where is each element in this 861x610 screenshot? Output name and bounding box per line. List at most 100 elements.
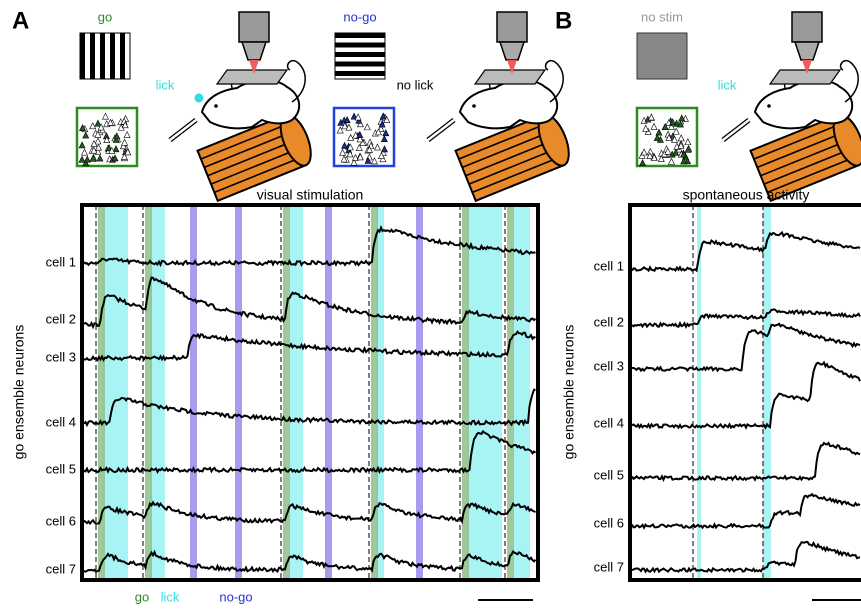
neuron: [113, 132, 121, 140]
cell-label: cell 3: [594, 358, 624, 373]
lick-band: [150, 207, 165, 578]
trace: [84, 330, 536, 362]
neuron: [346, 150, 354, 158]
plot-frame: [80, 203, 540, 582]
neuron: [653, 133, 661, 141]
no-go-band: [235, 207, 242, 578]
neuron: [350, 158, 358, 166]
cell-label: cell 2: [46, 311, 76, 326]
trace: [632, 360, 861, 430]
neuron: [101, 112, 109, 120]
go-band: [145, 207, 152, 578]
neuron: [657, 155, 665, 162]
lick-band: [513, 207, 530, 578]
cell-label: cell 4: [46, 414, 76, 429]
cell-label: cell 5: [46, 461, 76, 476]
stripe: [335, 61, 385, 67]
no-lick-label: no lick: [397, 77, 434, 92]
neuron: [103, 136, 111, 144]
neuron: [370, 157, 378, 165]
neuron: [346, 143, 354, 151]
neuron: [380, 145, 388, 153]
neuron-field: [75, 106, 139, 168]
neuron: [680, 150, 688, 158]
go-label: go: [98, 9, 112, 24]
cell-label: cell 1: [46, 254, 76, 269]
neuron: [379, 112, 387, 120]
neuron: [380, 134, 388, 142]
trace: [632, 308, 861, 329]
lick-band: [103, 207, 128, 578]
neuron-field: [332, 106, 396, 168]
neuron: [90, 139, 98, 147]
neuron: [685, 144, 693, 152]
cell-label: cell 6: [46, 513, 76, 528]
neuron: [383, 115, 391, 123]
neuron: [677, 141, 685, 149]
no-go-band: [416, 207, 423, 578]
neuron: [667, 157, 675, 165]
no-go-band: [325, 207, 332, 578]
lick-label: lick: [156, 77, 175, 92]
stripe: [100, 33, 105, 79]
panel-label: A: [12, 7, 29, 34]
go-grating: [79, 32, 131, 80]
neuron: [366, 145, 373, 153]
neuron: [79, 123, 86, 131]
neuron: [642, 124, 650, 132]
neuron: [112, 135, 120, 143]
lick-band: [290, 207, 303, 578]
neuron: [677, 134, 685, 142]
go-band: [98, 207, 105, 578]
trace: [84, 429, 536, 475]
neuron: [111, 154, 119, 162]
neuron: [112, 145, 120, 153]
legend-no-go: no-go: [219, 589, 252, 604]
neuron: [374, 128, 382, 136]
traces: [84, 224, 536, 574]
cell-label: cell 7: [46, 561, 76, 576]
neuron: [665, 133, 673, 141]
neuron: [364, 156, 372, 164]
neuron: [89, 153, 97, 161]
neuron: [343, 115, 351, 123]
lick-band: [376, 207, 384, 578]
lick-label: lick: [718, 77, 737, 92]
trace: [632, 441, 861, 482]
neuron: [82, 159, 90, 167]
neuron: [354, 113, 362, 121]
stripe: [110, 33, 115, 79]
neuron: [90, 146, 98, 154]
neuron: [89, 122, 97, 130]
neuron: [121, 138, 129, 146]
trace: [84, 388, 536, 428]
no-stim-square: [636, 32, 688, 80]
neuron: [639, 159, 647, 166]
imaging-rig: [170, 12, 317, 201]
neuron: [669, 118, 677, 126]
neuron: [664, 147, 672, 155]
legend-go: go: [135, 589, 149, 604]
neuron: [646, 152, 654, 160]
trace: [84, 224, 536, 268]
stimulus-bands: [95, 207, 530, 578]
trace: [632, 540, 861, 574]
neuron: [121, 121, 129, 129]
imaging-rig: [723, 12, 861, 201]
panel-label: B: [555, 7, 572, 34]
neuron: [350, 112, 358, 120]
go-band: [283, 207, 290, 578]
lick-band: [467, 207, 502, 578]
stripe: [335, 71, 385, 76]
neuron: [351, 153, 359, 161]
neuron: [97, 123, 105, 131]
trace: [632, 230, 861, 273]
no-go-label: no-go: [343, 9, 376, 24]
neuron: [647, 113, 655, 121]
neuron: [356, 153, 364, 161]
cell-label: cell 1: [594, 258, 624, 273]
stripe: [335, 52, 385, 57]
go-band: [462, 207, 469, 578]
neuron: [124, 148, 132, 156]
plot-frame: [628, 203, 861, 582]
